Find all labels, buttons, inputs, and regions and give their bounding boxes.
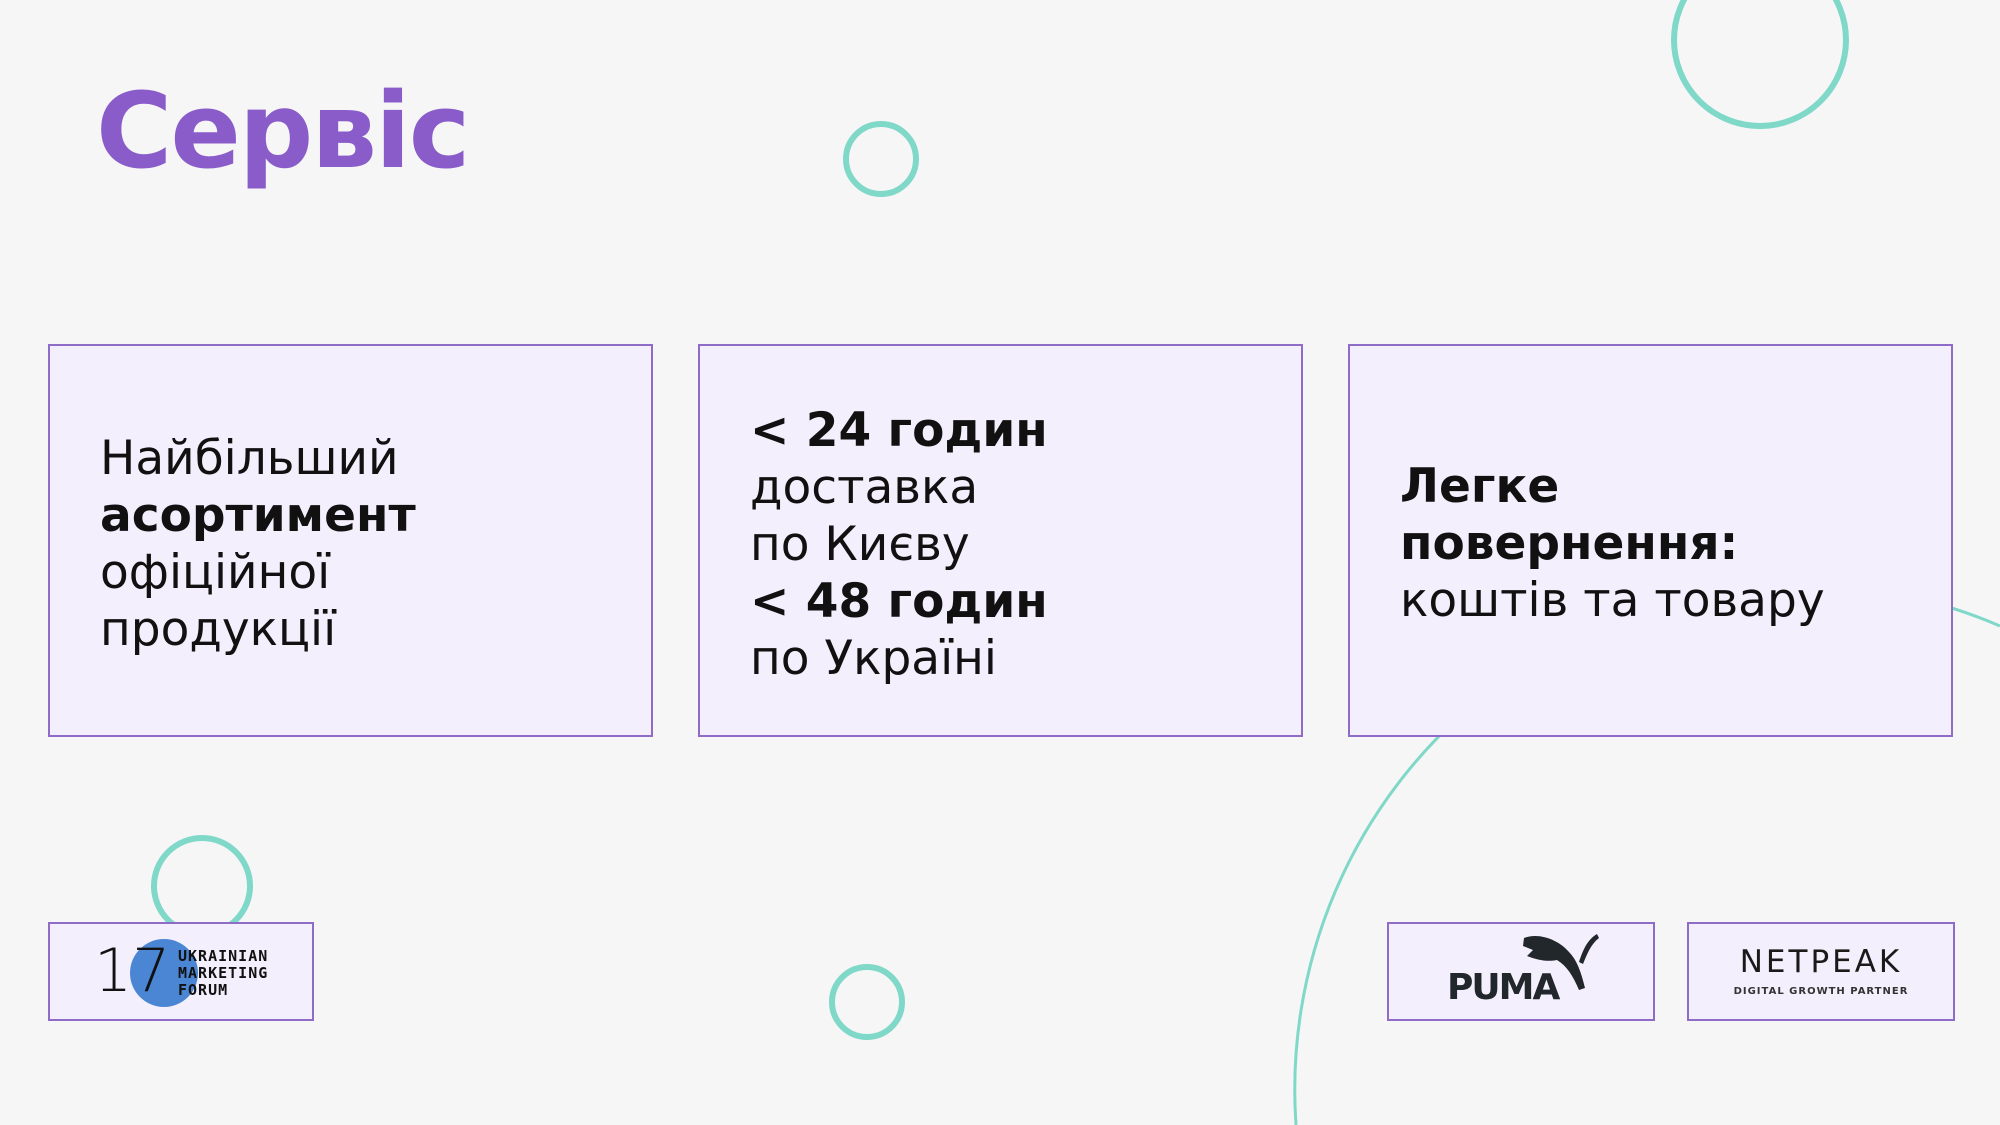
card-returns: Легке повернення: коштів та товару [1348,344,1953,737]
umf-text: FORUM [178,981,229,999]
card-text: продукції [100,602,337,657]
card-text: по Україні [750,631,997,686]
decor-circle-small-top [843,121,919,197]
netpeak-tagline: DIGITAL GROWTH PARTNER [1733,986,1909,997]
umf-text: UKRAINIAN [178,947,269,965]
card-text-bold: < 48 годин [750,574,1048,629]
logo-ukrainian-marketing-forum: 17 UKRAINIAN MARKETING FORUM [48,922,314,1021]
page-title: Сервіс [96,70,470,192]
logo-netpeak: NETPEAK DIGITAL GROWTH PARTNER [1687,922,1955,1021]
card-text-bold: Легке [1400,459,1560,514]
card-text: коштів та товару [1400,573,1825,628]
card-text: доставка [750,460,979,515]
card-text: по Києву [750,517,970,572]
card-text-bold: повернення: [1400,516,1739,571]
card-delivery: < 24 годин доставка по Києву < 48 годин … [698,344,1303,737]
decor-circle-bottom-mid [829,964,905,1040]
card-text-bold: асортимент [100,488,416,543]
puma-cat-icon [1523,934,1599,990]
netpeak-wordmark: NETPEAK [1739,944,1903,980]
puma-wordmark: PUMA [1447,967,1560,1008]
card-text: Найбільший [100,431,399,486]
card-text: офіційної [100,545,331,600]
umf-number: 17 [94,936,171,1006]
umf-text: MARKETING [178,964,269,982]
card-text-bold: < 24 годин [750,403,1048,458]
umf-globe-icon [130,939,198,1007]
decor-circle-top-right [1671,0,1849,129]
card-assortment: Найбільший асортимент офіційної продукці… [48,344,653,737]
logo-puma: PUMA [1387,922,1655,1021]
decor-circle-bottom-left [151,835,253,937]
